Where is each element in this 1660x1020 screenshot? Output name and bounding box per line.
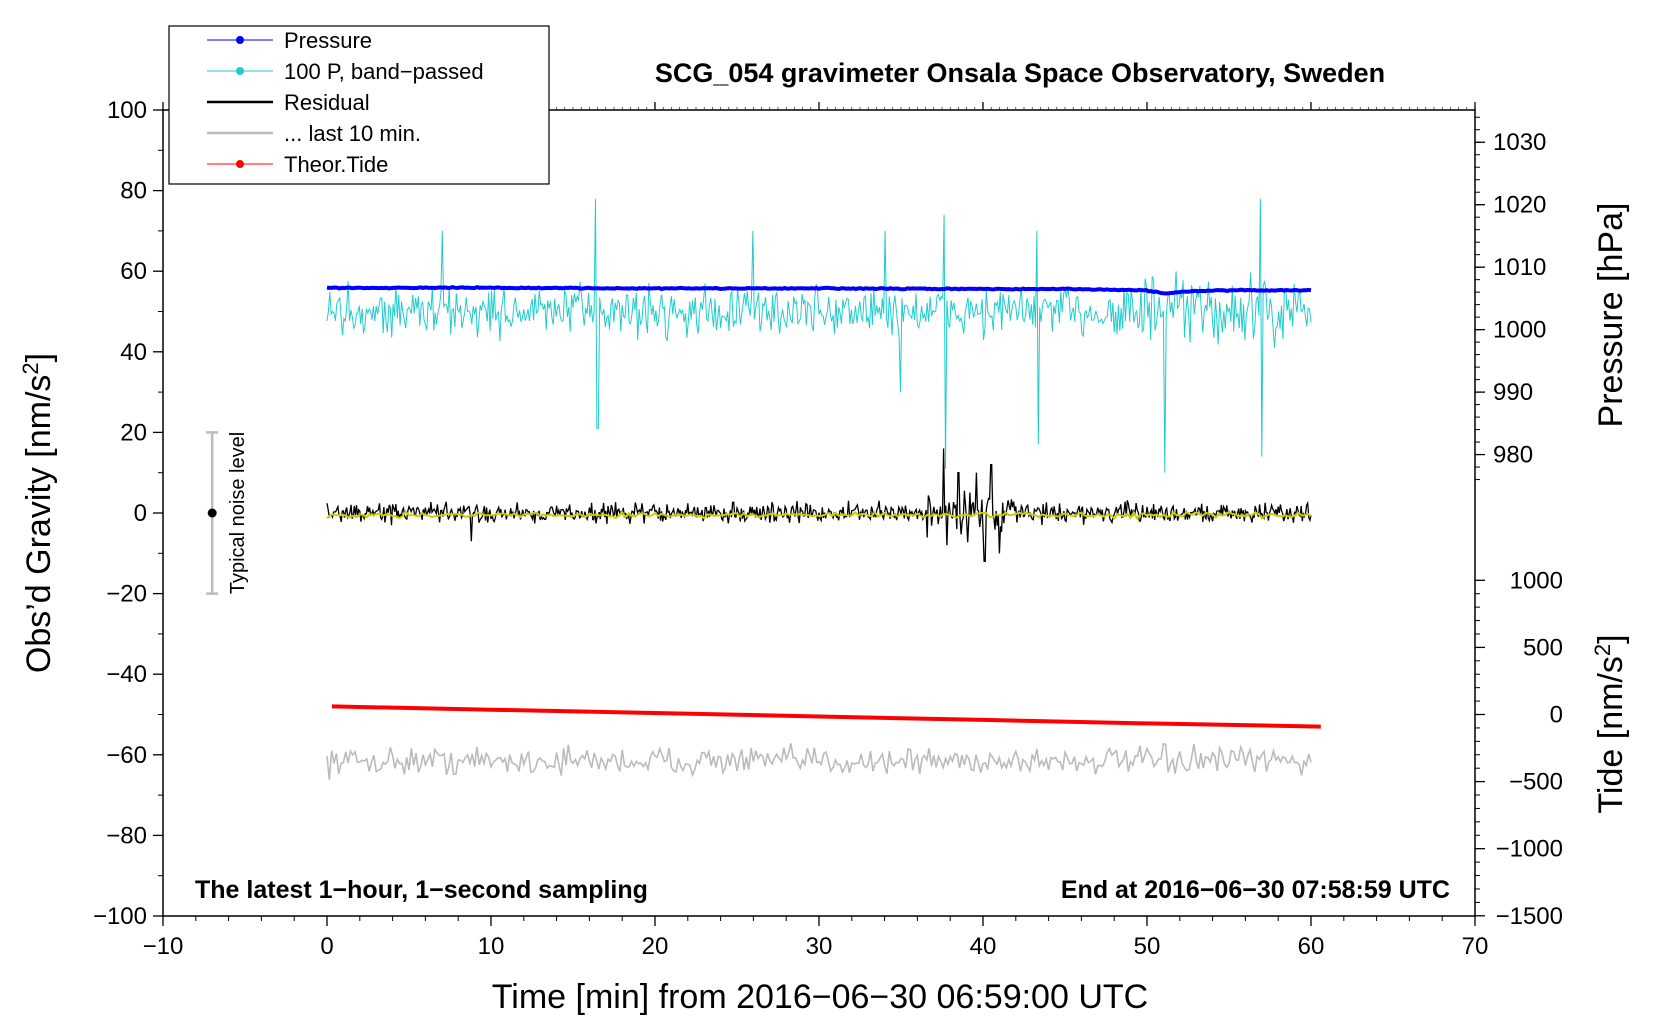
pressure-tick-label: 1020	[1493, 192, 1546, 219]
y-tick-label: 80	[120, 178, 147, 205]
y-tick-label: 100	[107, 97, 147, 124]
legend: Pressure 100 P, band−passed Residual ... la…	[168, 25, 550, 185]
x-tick-label: 70	[1462, 933, 1489, 960]
x-tick-label: −10	[143, 933, 184, 960]
tide-tick-label: −1000	[1496, 836, 1563, 863]
legend-entries: Pressure 100 P, band−passed Residual ... la…	[207, 28, 484, 177]
y-tick-label: 0	[134, 500, 147, 527]
legend-label: Theor.Tide	[284, 152, 388, 177]
y-tick-label: −40	[106, 661, 147, 688]
legend-box	[168, 25, 550, 185]
pressure-tick-label: 980	[1493, 442, 1533, 469]
y-axis-label-gravity: Obs’d Gravity [nm/s2]	[18, 353, 59, 673]
tide-tick-label: 500	[1523, 634, 1563, 661]
tide-tick-label: 1000	[1510, 567, 1563, 594]
y-axis-label-gravity-sup: 2	[18, 362, 43, 374]
y-axis-label-tide: Tide [nm/s2]	[1590, 634, 1631, 813]
y-tick-label: 60	[120, 258, 147, 285]
x-tick-label: 50	[1134, 933, 1161, 960]
noise-level-label: Typical noise level	[227, 432, 249, 594]
legend-marker	[236, 160, 244, 168]
y-axis-label-tide-sup: 2	[1590, 644, 1615, 656]
x-tick-label: 10	[478, 933, 505, 960]
pressure-tick-label: 990	[1493, 379, 1533, 406]
tide-tick-label: −1500	[1496, 903, 1563, 930]
x-tick-label: 30	[806, 933, 833, 960]
legend-label: ... last 10 min.	[284, 121, 421, 146]
y-axis-label-tide-end: ]	[1592, 634, 1630, 643]
annotation-end-time: End at 2016−06−30 07:58:59 UTC	[1061, 876, 1450, 904]
series-pressure	[326, 284, 1312, 296]
series-layer	[326, 198, 1321, 780]
axis-layer: −10 0 10 20 30 40 50 60 70−100−80−60−40−20020406…	[93, 97, 1563, 960]
y-axis-label-pressure: Pressure [hPa]	[1592, 203, 1630, 428]
legend-marker	[236, 36, 244, 44]
y-tick-label: −80	[106, 822, 147, 849]
y-axis-label-tide-main: Tide [nm/s	[1592, 656, 1630, 813]
x-axis-label: Time [min] from 2016−06−30 06:59:00 UTC	[492, 978, 1148, 1016]
x-tick-label: 0	[320, 933, 333, 960]
y-tick-label: 40	[120, 339, 147, 366]
tide-tick-label: 0	[1550, 702, 1563, 729]
series-theoretical-tide	[331, 704, 1321, 729]
y-tick-label: −100	[93, 903, 147, 930]
y-tick-label: −20	[106, 581, 147, 608]
series-band-passed-pressure	[326, 198, 1312, 473]
y-tick-label: −60	[106, 742, 147, 769]
annotation-sampling: The latest 1−hour, 1−second sampling	[195, 876, 648, 904]
x-tick-label: 40	[970, 933, 997, 960]
y-axis-label-gravity-main: Obs’d Gravity [nm/s	[20, 375, 58, 674]
series-residual-smoothed	[326, 509, 1312, 521]
x-tick-label: 60	[1298, 933, 1325, 960]
noise-level-bar	[206, 431, 219, 595]
legend-marker	[236, 67, 244, 75]
legend-label: Pressure	[284, 28, 372, 53]
y-tick-label: 20	[120, 419, 147, 446]
tide-tick-label: −500	[1509, 769, 1563, 796]
y-axis-label-gravity-end: ]	[20, 353, 58, 362]
pressure-tick-label: 1010	[1493, 254, 1546, 281]
noise-bar-center-dot	[207, 508, 217, 518]
series-last-10-min	[326, 742, 1312, 780]
series-residual	[326, 448, 1312, 563]
x-tick-label: 20	[642, 933, 669, 960]
legend-label: Residual	[284, 90, 370, 115]
legend-label: 100 P, band−passed	[284, 59, 484, 84]
pressure-tick-label: 1000	[1493, 317, 1546, 344]
pressure-tick-label: 1030	[1493, 129, 1546, 156]
chart-title: SCG_054 gravimeter Onsala Space Observat…	[655, 58, 1385, 88]
